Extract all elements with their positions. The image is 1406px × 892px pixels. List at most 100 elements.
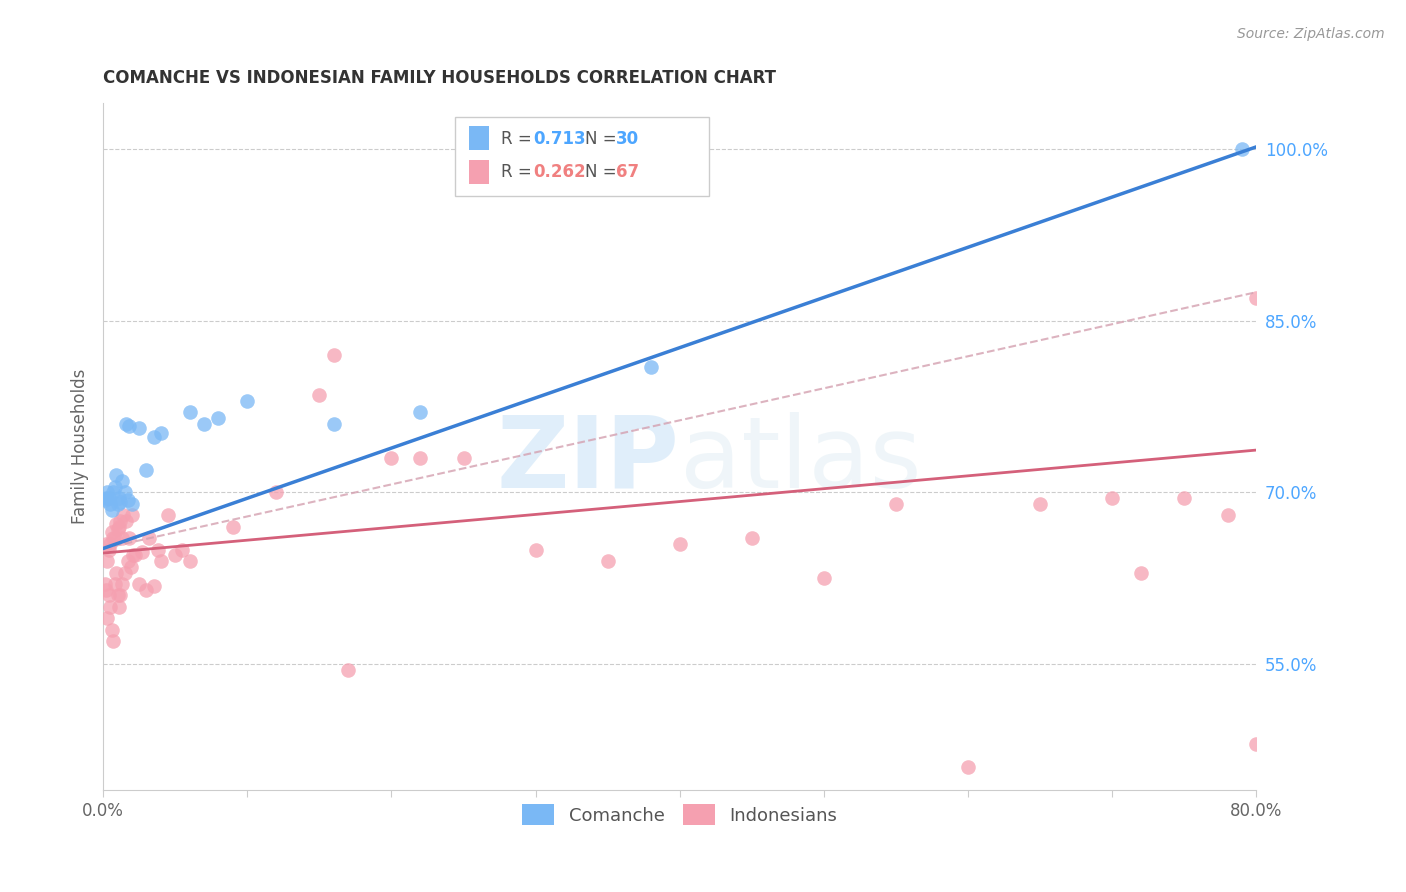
Text: COMANCHE VS INDONESIAN FAMILY HOUSEHOLDS CORRELATION CHART: COMANCHE VS INDONESIAN FAMILY HOUSEHOLDS… xyxy=(103,69,776,87)
Comanche xyxy=(128,421,150,435)
Indonesians xyxy=(108,520,131,534)
Text: Source: ZipAtlas.com: Source: ZipAtlas.com xyxy=(1237,27,1385,41)
Indonesians xyxy=(122,549,145,563)
Indonesians xyxy=(96,554,118,568)
Indonesians xyxy=(124,549,146,563)
Indonesians xyxy=(172,542,194,557)
Comanche xyxy=(111,474,134,488)
Y-axis label: Family Households: Family Households xyxy=(72,369,89,524)
Comanche xyxy=(108,491,131,505)
Indonesians xyxy=(668,537,690,551)
Indonesians xyxy=(105,566,128,580)
Indonesians xyxy=(105,517,128,532)
FancyBboxPatch shape xyxy=(468,126,489,150)
Comanche xyxy=(114,485,136,500)
Indonesians xyxy=(114,566,136,580)
Indonesians xyxy=(741,531,763,545)
Indonesians xyxy=(101,623,124,637)
Indonesians xyxy=(131,545,153,559)
Indonesians xyxy=(93,577,115,591)
FancyBboxPatch shape xyxy=(456,117,709,196)
Indonesians xyxy=(104,531,127,545)
Indonesians xyxy=(957,760,980,774)
Indonesians xyxy=(149,554,172,568)
Indonesians xyxy=(110,514,132,528)
Comanche xyxy=(236,393,259,408)
Indonesians xyxy=(111,531,134,545)
Indonesians xyxy=(179,554,201,568)
Indonesians xyxy=(120,559,142,574)
Comanche xyxy=(103,485,125,500)
Indonesians xyxy=(222,520,245,534)
Indonesians xyxy=(156,508,179,523)
Indonesians xyxy=(1101,491,1123,505)
Indonesians xyxy=(1130,566,1153,580)
Indonesians xyxy=(103,531,125,545)
Comanche xyxy=(110,494,132,508)
Indonesians xyxy=(1246,737,1268,751)
Indonesians xyxy=(1246,291,1268,305)
Indonesians xyxy=(117,554,139,568)
Text: 30: 30 xyxy=(616,129,640,147)
Indonesians xyxy=(813,571,835,585)
Indonesians xyxy=(97,588,120,602)
Indonesians xyxy=(264,485,287,500)
Indonesians xyxy=(121,508,143,523)
Text: N =: N = xyxy=(585,129,621,147)
FancyBboxPatch shape xyxy=(468,161,489,184)
Indonesians xyxy=(104,577,127,591)
Indonesians xyxy=(138,531,160,545)
Indonesians xyxy=(453,451,475,466)
Text: atlas: atlas xyxy=(679,412,921,508)
Comanche xyxy=(115,417,138,431)
Indonesians xyxy=(103,634,125,648)
Indonesians xyxy=(96,611,118,625)
Comanche xyxy=(98,497,121,511)
Comanche xyxy=(1230,142,1253,156)
Comanche xyxy=(409,405,432,419)
Indonesians xyxy=(112,508,135,523)
Text: 0.262: 0.262 xyxy=(533,163,586,181)
Comanche xyxy=(105,468,128,483)
Comanche xyxy=(94,491,117,505)
Comanche xyxy=(104,480,127,494)
Comanche xyxy=(179,405,201,419)
Comanche xyxy=(149,425,172,440)
Comanche xyxy=(207,411,229,425)
Indonesians xyxy=(524,542,547,557)
Comanche xyxy=(118,419,141,434)
Text: N =: N = xyxy=(585,163,621,181)
Comanche xyxy=(640,359,662,374)
Indonesians xyxy=(1029,497,1052,511)
Indonesians xyxy=(1173,491,1195,505)
Comanche xyxy=(142,430,165,444)
Indonesians xyxy=(884,497,907,511)
Comanche xyxy=(93,493,115,508)
Indonesians xyxy=(110,588,132,602)
Text: 0.713: 0.713 xyxy=(533,129,586,147)
Comanche xyxy=(193,417,215,431)
Indonesians xyxy=(97,542,120,557)
Indonesians xyxy=(101,525,124,540)
Indonesians xyxy=(380,451,402,466)
Indonesians xyxy=(118,531,141,545)
Indonesians xyxy=(308,388,330,402)
Indonesians xyxy=(322,348,344,362)
Indonesians xyxy=(142,579,165,593)
Comanche xyxy=(97,491,120,505)
Comanche xyxy=(107,497,129,511)
Indonesians xyxy=(111,577,134,591)
Comanche xyxy=(135,462,157,476)
Comanche xyxy=(121,497,143,511)
Text: 67: 67 xyxy=(616,163,640,181)
Indonesians xyxy=(115,514,138,528)
Indonesians xyxy=(98,599,121,614)
Comanche xyxy=(117,493,139,508)
Comanche xyxy=(322,417,344,431)
Indonesians xyxy=(108,599,131,614)
Indonesians xyxy=(94,537,117,551)
Indonesians xyxy=(409,451,432,466)
Text: ZIP: ZIP xyxy=(496,412,679,508)
Indonesians xyxy=(128,577,150,591)
Indonesians xyxy=(146,542,169,557)
